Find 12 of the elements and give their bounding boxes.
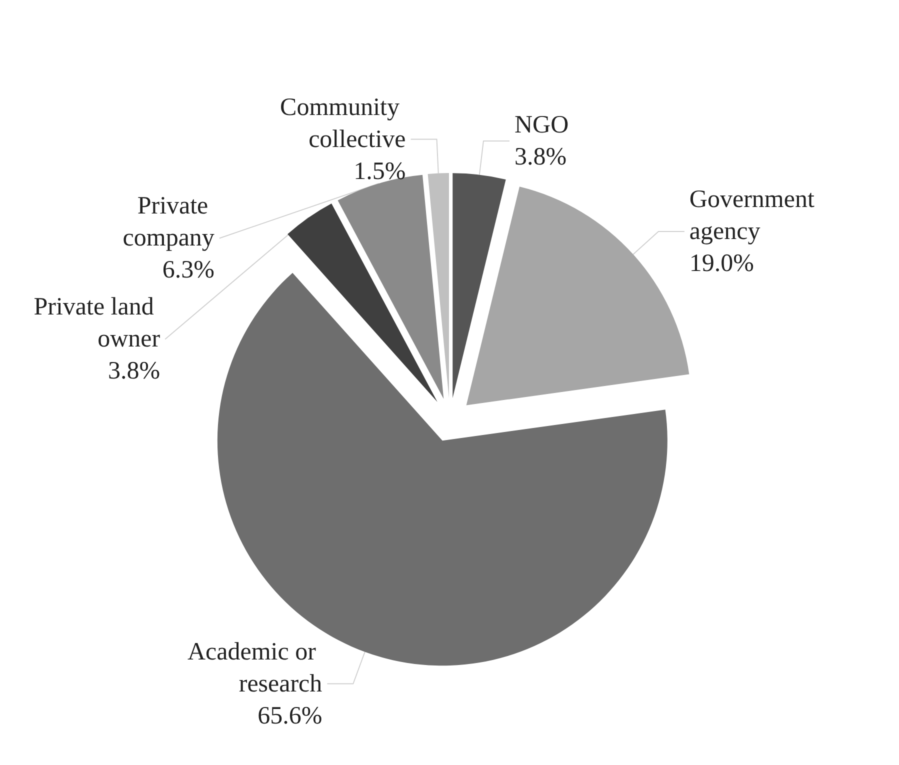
data-label: 19.0% <box>689 250 754 278</box>
data-label: 3.8% <box>514 144 567 170</box>
slice-label: Community collective <box>280 94 406 153</box>
data-label: 1.5% <box>354 158 406 185</box>
data-label: 3.8% <box>108 358 160 385</box>
data-label: 65.6% <box>258 702 322 730</box>
data-label: 6.3% <box>162 256 214 284</box>
slice-label: Government agency <box>689 186 821 246</box>
slice-label: Academic or research <box>188 638 323 698</box>
slice-label: Private company <box>122 192 215 252</box>
slice-label: Private land owner <box>34 294 161 353</box>
slice-label: NGO <box>514 112 569 138</box>
